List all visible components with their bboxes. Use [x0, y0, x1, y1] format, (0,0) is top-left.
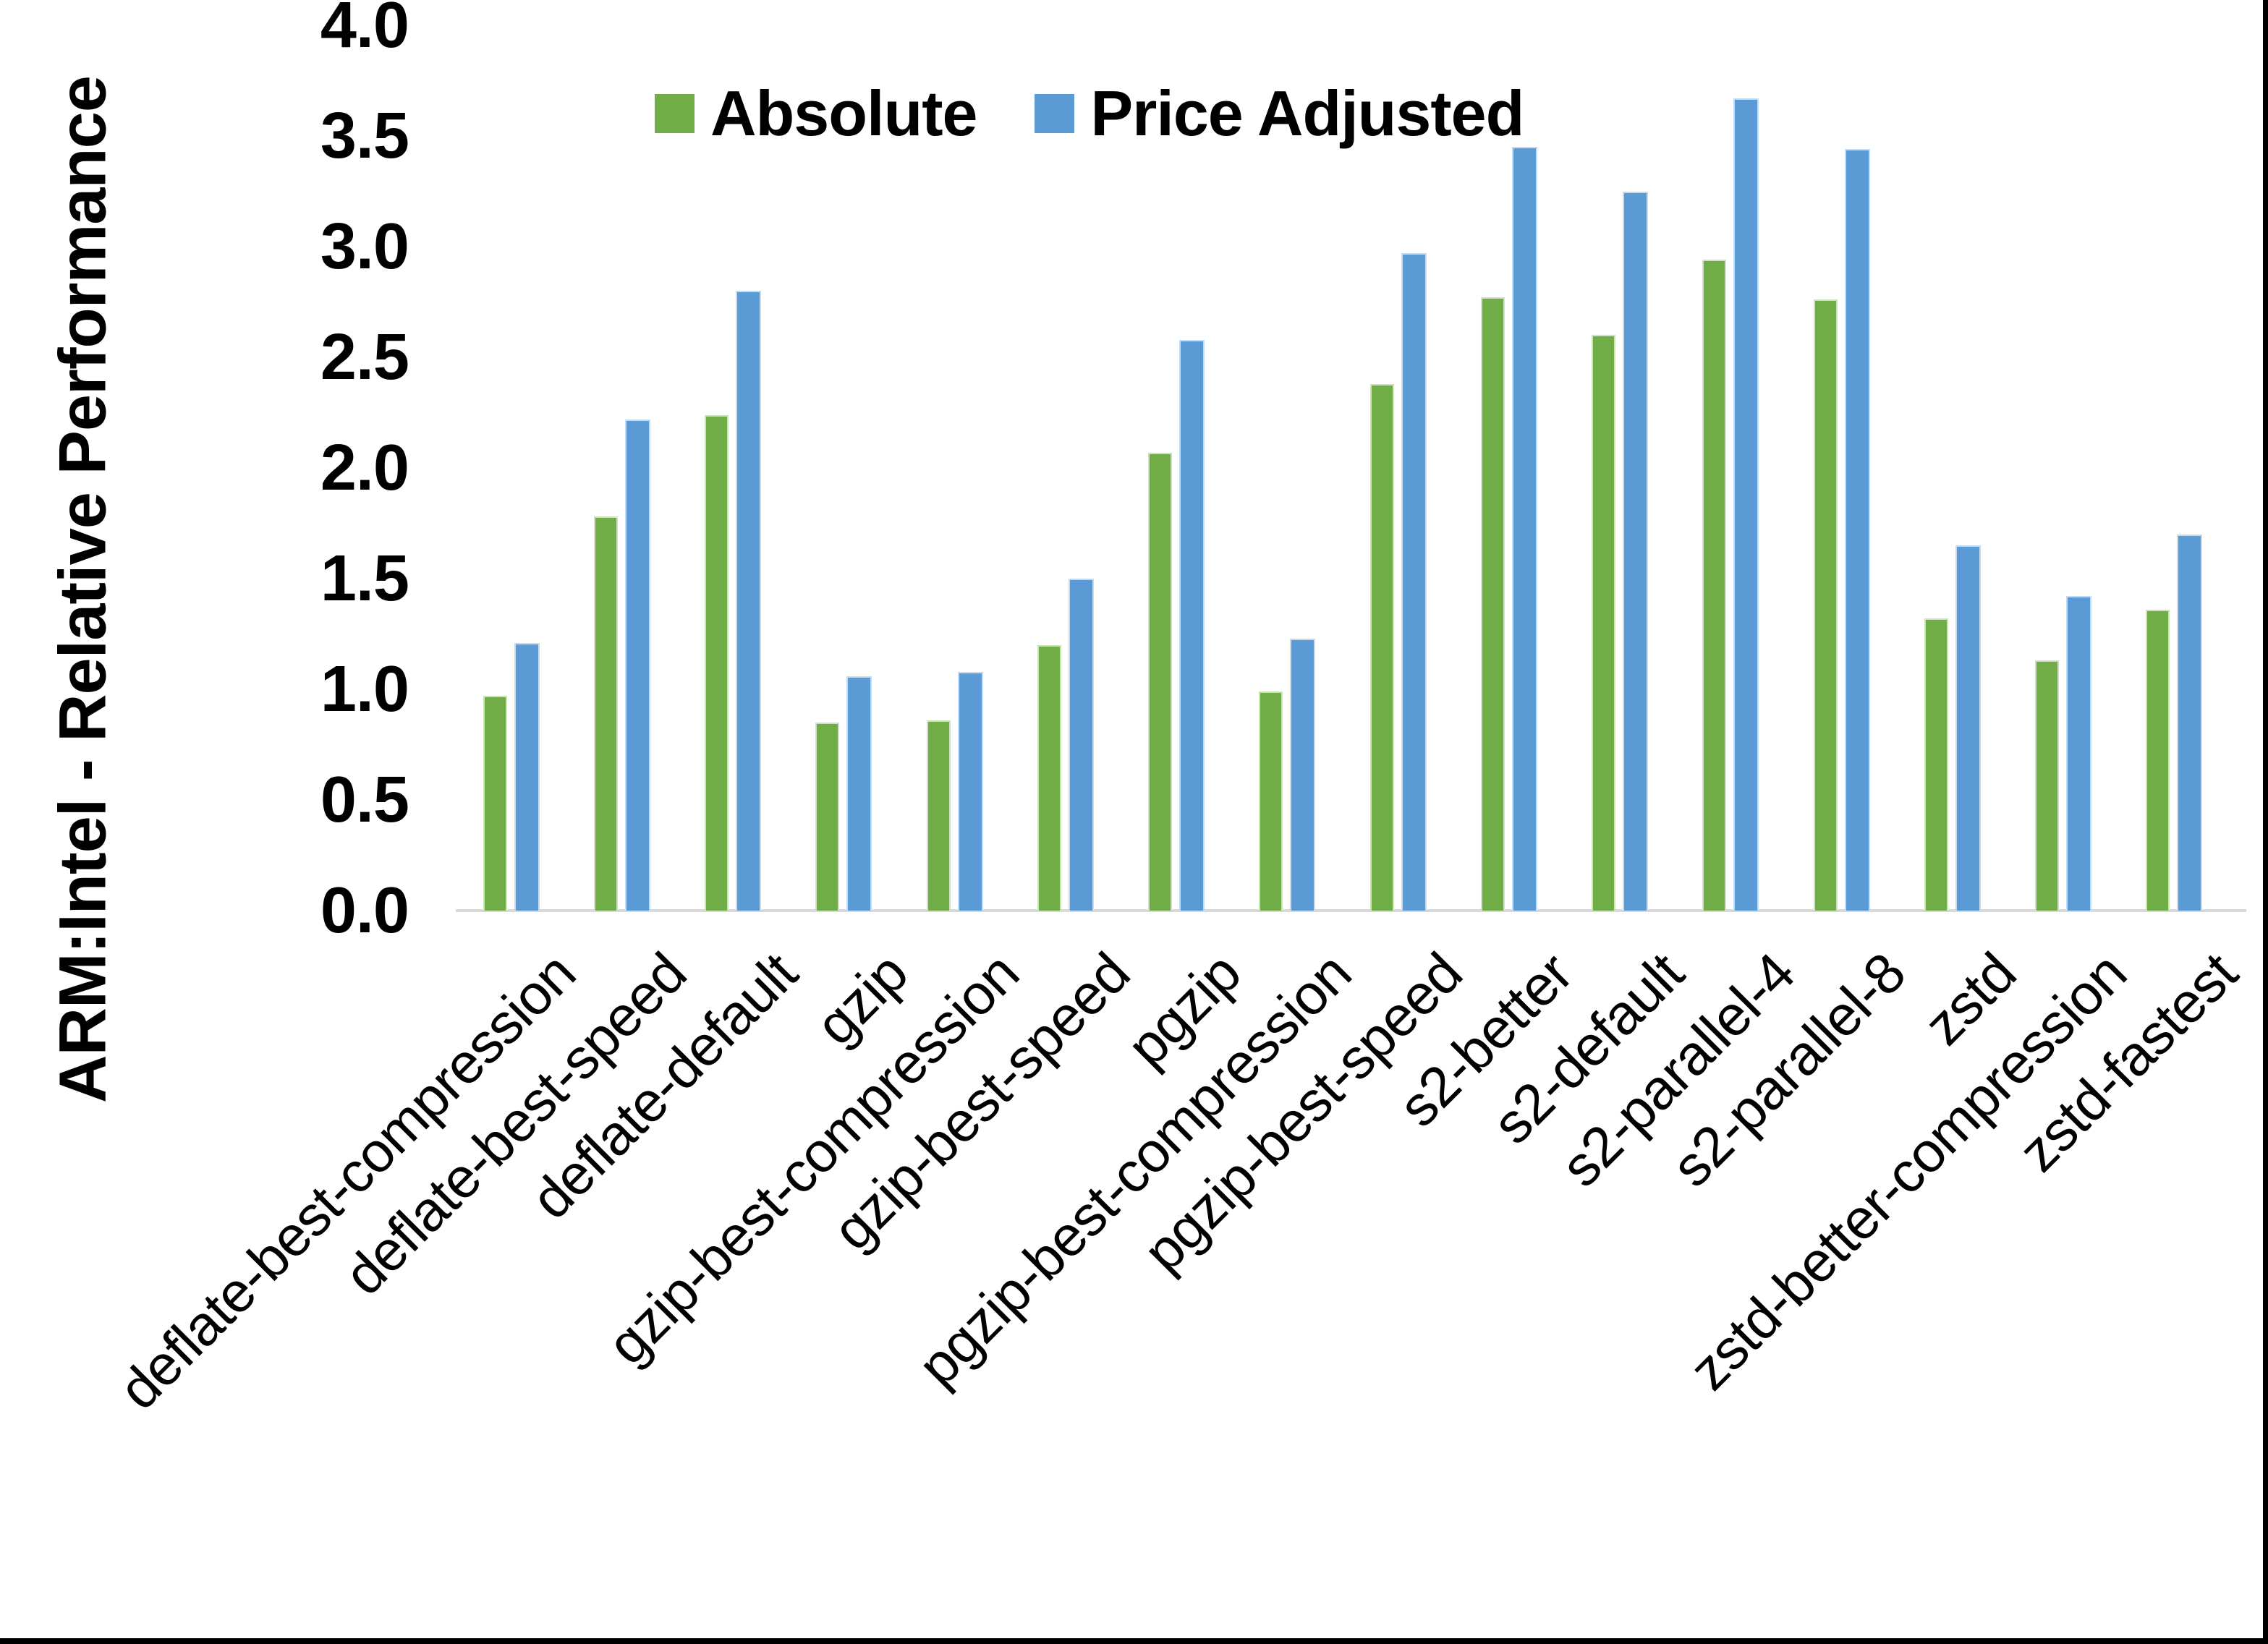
bar-price-adjusted	[1955, 545, 1981, 911]
bar-group-s2-parallel-8	[1786, 25, 1897, 911]
bar-absolute	[2146, 609, 2170, 911]
bar-absolute	[1259, 691, 1283, 911]
bar-group-s2-default	[1565, 25, 1675, 911]
bar-group-pgzip	[1121, 25, 1232, 911]
bar-absolute	[1148, 452, 1173, 911]
bar-price-adjusted	[957, 671, 983, 911]
bar-absolute	[926, 720, 951, 911]
bar-absolute	[1480, 297, 1505, 911]
bar-price-adjusted	[2066, 596, 2092, 911]
bar-price-adjusted	[1623, 191, 1649, 911]
bar-absolute	[1702, 260, 1727, 911]
x-axis-line	[456, 909, 2246, 912]
y-tick: 0.5	[320, 764, 409, 836]
bar-price-adjusted	[624, 419, 650, 911]
bar-price-adjusted	[846, 676, 872, 911]
y-tick: 0.0	[320, 874, 409, 947]
bar-group-pgzip-best-speed	[1343, 25, 1453, 911]
bar-price-adjusted	[736, 291, 762, 911]
y-tick: 1.5	[320, 542, 409, 615]
plot-area	[456, 25, 2246, 912]
bar-group-zstd-better-compression	[2008, 25, 2119, 911]
bar-price-adjusted	[1401, 253, 1427, 911]
bar-absolute	[815, 722, 840, 911]
bar-group-deflate-default	[678, 25, 789, 911]
y-tick: 2.0	[320, 432, 409, 504]
bar-absolute	[1924, 618, 1948, 911]
bar-group-deflate-best-compression	[456, 25, 566, 911]
y-axis-tick-labels: 4.0 3.5 3.0 2.5 2.0 1.5 1.0 0.5 0.0	[0, 0, 409, 949]
bar-absolute	[1037, 644, 1061, 911]
y-tick: 4.0	[320, 0, 409, 61]
bar-price-adjusted	[1068, 579, 1094, 911]
bar-price-adjusted	[1179, 339, 1205, 911]
x-label: deflate-best-compression	[106, 940, 587, 1422]
bar-group-gzip	[789, 25, 899, 911]
bar-price-adjusted	[1290, 638, 1316, 911]
bar-group-gzip-best-speed	[1010, 25, 1121, 911]
bar-absolute	[483, 696, 507, 911]
bar-price-adjusted	[514, 642, 540, 911]
bar-absolute	[1592, 335, 1616, 911]
bar-price-adjusted	[2177, 534, 2203, 911]
bar-group-zstd	[1897, 25, 2008, 911]
bar-group-deflate-best-speed	[566, 25, 677, 911]
bar-group-zstd-fastest	[2119, 25, 2230, 911]
bar-absolute	[593, 516, 618, 911]
y-tick: 3.5	[320, 100, 409, 172]
y-tick: 2.5	[320, 321, 409, 393]
bar-group-s2-better	[1453, 25, 1564, 911]
legend-swatch-absolute	[655, 94, 695, 133]
bar-absolute	[1813, 299, 1838, 911]
bar-absolute	[2035, 660, 2060, 911]
y-tick: 1.0	[320, 653, 409, 725]
bar-price-adjusted	[1844, 149, 1870, 911]
bar-absolute	[705, 414, 729, 911]
bar-group-gzip-best-compression	[899, 25, 1010, 911]
y-tick: 3.0	[320, 210, 409, 283]
legend-swatch-price-adjusted	[1035, 94, 1075, 133]
bar-group-s2-parallel-4	[1675, 25, 1786, 911]
bar-group-pgzip-best-compression	[1232, 25, 1343, 911]
bar-absolute	[1369, 383, 1394, 911]
bar-price-adjusted	[1511, 147, 1537, 911]
bar-price-adjusted	[1733, 98, 1759, 911]
